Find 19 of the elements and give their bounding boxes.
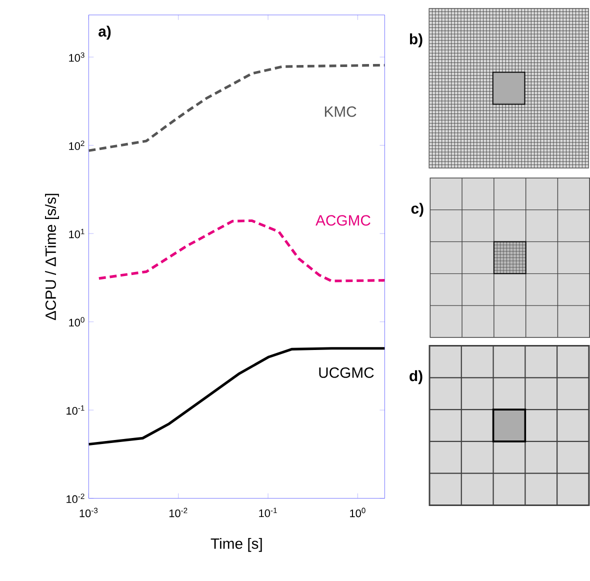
y-tick-label: 10$^{1}$ <box>69 228 84 238</box>
text: d) <box>410 370 422 384</box>
y-tick-label: 10$^{2}$ <box>69 140 84 150</box>
x-tick-label: 10$^{0}$ <box>350 508 366 518</box>
y-axis-title: ΔCPU / ΔTime [s/s] <box>45 194 59 320</box>
series-label: UCGMC <box>319 367 374 378</box>
x-axis-title: Time [s] <box>210 538 262 552</box>
y-tick-label: 10$^{-2}$ <box>66 494 84 504</box>
text: c) <box>411 202 424 217</box>
x-tick-label: 10$^{-3}$ <box>80 508 98 518</box>
x-tick-label: 10$^{-1}$ <box>259 508 277 518</box>
text: b) <box>410 33 422 48</box>
x-tick-label: 10$^{-2}$ <box>169 508 188 518</box>
text: KMC <box>324 106 356 117</box>
y-tick-label: 10$^{0}$ <box>69 317 84 327</box>
text: ACGMC <box>316 215 370 226</box>
y-tick-label: 10$^{-1}$ <box>66 405 84 415</box>
y-tick-label: 10$^{3}$ <box>69 52 84 62</box>
annotation: a) <box>98 26 111 40</box>
